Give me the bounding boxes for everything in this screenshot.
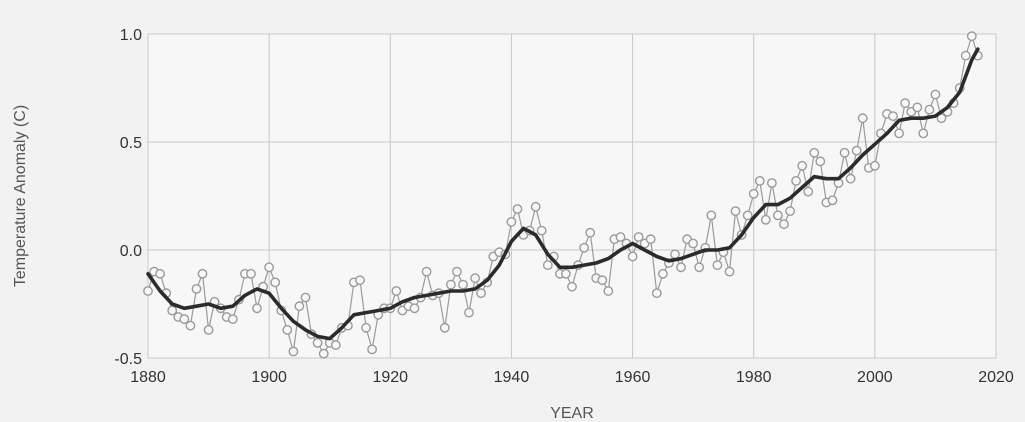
annual-data-point xyxy=(604,287,612,295)
annual-data-point xyxy=(695,263,703,271)
annual-data-point xyxy=(659,270,667,278)
annual-data-point xyxy=(513,205,521,213)
annual-data-point xyxy=(568,283,576,291)
annual-data-point xyxy=(538,226,546,234)
annual-data-point xyxy=(332,341,340,349)
annual-data-point xyxy=(362,324,370,332)
annual-data-point xyxy=(156,270,164,278)
x-tick-label: 1980 xyxy=(736,369,772,386)
annual-data-point xyxy=(229,315,237,323)
annual-data-point xyxy=(859,114,867,122)
annual-data-point xyxy=(447,280,455,288)
annual-data-point xyxy=(253,304,261,312)
annual-data-point xyxy=(532,203,540,211)
annual-data-point xyxy=(931,90,939,98)
annual-data-point xyxy=(725,267,733,275)
annual-data-point xyxy=(713,261,721,269)
y-tick-label: 1.0 xyxy=(120,27,142,44)
x-tick-label: 1940 xyxy=(494,369,530,386)
annual-data-point xyxy=(477,289,485,297)
annual-data-point xyxy=(283,326,291,334)
annual-data-point xyxy=(762,216,770,224)
annual-data-point xyxy=(186,321,194,329)
annual-data-point xyxy=(192,285,200,293)
annual-data-point xyxy=(804,188,812,196)
annual-data-point xyxy=(828,196,836,204)
y-tick-label: -0.5 xyxy=(114,351,142,368)
annual-data-point xyxy=(356,276,364,284)
annual-data-point xyxy=(756,177,764,185)
x-tick-label: 1880 xyxy=(130,369,166,386)
annual-data-point xyxy=(653,289,661,297)
plot-area xyxy=(148,34,996,358)
annual-data-point xyxy=(313,339,321,347)
annual-data-point xyxy=(471,274,479,282)
annual-data-point xyxy=(392,287,400,295)
y-tick-label: 0.5 xyxy=(120,135,142,152)
annual-data-point xyxy=(295,302,303,310)
annual-data-point xyxy=(901,99,909,107)
annual-data-point xyxy=(271,278,279,286)
annual-data-point xyxy=(204,326,212,334)
annual-data-point xyxy=(677,263,685,271)
x-tick-label: 1920 xyxy=(372,369,408,386)
annual-data-point xyxy=(598,276,606,284)
annual-data-point xyxy=(962,51,970,59)
x-axis-title: YEAR xyxy=(550,405,594,422)
annual-data-point xyxy=(925,105,933,113)
annual-data-point xyxy=(744,211,752,219)
annual-data-point xyxy=(647,235,655,243)
annual-data-point xyxy=(780,220,788,228)
annual-data-point xyxy=(810,149,818,157)
annual-data-point xyxy=(871,162,879,170)
annual-data-point xyxy=(544,261,552,269)
annual-data-point xyxy=(792,177,800,185)
annual-data-point xyxy=(562,270,570,278)
annual-data-point xyxy=(707,211,715,219)
x-tick-label: 1960 xyxy=(615,369,651,386)
annual-data-point xyxy=(774,211,782,219)
x-tick-label: 2000 xyxy=(857,369,893,386)
annual-data-point xyxy=(265,263,273,271)
annual-data-point xyxy=(289,347,297,355)
annual-data-point xyxy=(301,293,309,301)
annual-data-point xyxy=(913,103,921,111)
annual-data-point xyxy=(895,129,903,137)
annual-data-point xyxy=(750,190,758,198)
annual-data-point xyxy=(768,179,776,187)
y-tick-label: 0.0 xyxy=(120,243,142,260)
annual-data-point xyxy=(853,146,861,154)
annual-data-point xyxy=(144,287,152,295)
annual-data-point xyxy=(840,149,848,157)
annual-data-point xyxy=(816,157,824,165)
annual-data-point xyxy=(320,350,328,358)
annual-data-point xyxy=(368,345,376,353)
annual-data-point xyxy=(247,270,255,278)
annual-data-point xyxy=(628,252,636,260)
annual-data-point xyxy=(507,218,515,226)
annual-data-point xyxy=(919,129,927,137)
annual-data-point xyxy=(453,267,461,275)
annual-data-point xyxy=(410,304,418,312)
annual-data-point xyxy=(441,324,449,332)
annual-data-point xyxy=(731,207,739,215)
x-tick-label: 1900 xyxy=(251,369,287,386)
annual-data-point xyxy=(786,207,794,215)
annual-data-point xyxy=(580,244,588,252)
x-tick-label: 2020 xyxy=(978,369,1014,386)
annual-data-point xyxy=(968,32,976,40)
annual-data-point xyxy=(198,270,206,278)
annual-data-point xyxy=(846,175,854,183)
annual-data-point xyxy=(889,112,897,120)
annual-data-point xyxy=(798,162,806,170)
annual-data-point xyxy=(422,267,430,275)
annual-data-point xyxy=(671,250,679,258)
annual-data-point xyxy=(586,229,594,237)
y-axis-title: Temperature Anomaly (C) xyxy=(12,105,29,287)
annual-data-point xyxy=(465,308,473,316)
annual-data-point xyxy=(689,239,697,247)
annual-data-point xyxy=(459,280,467,288)
